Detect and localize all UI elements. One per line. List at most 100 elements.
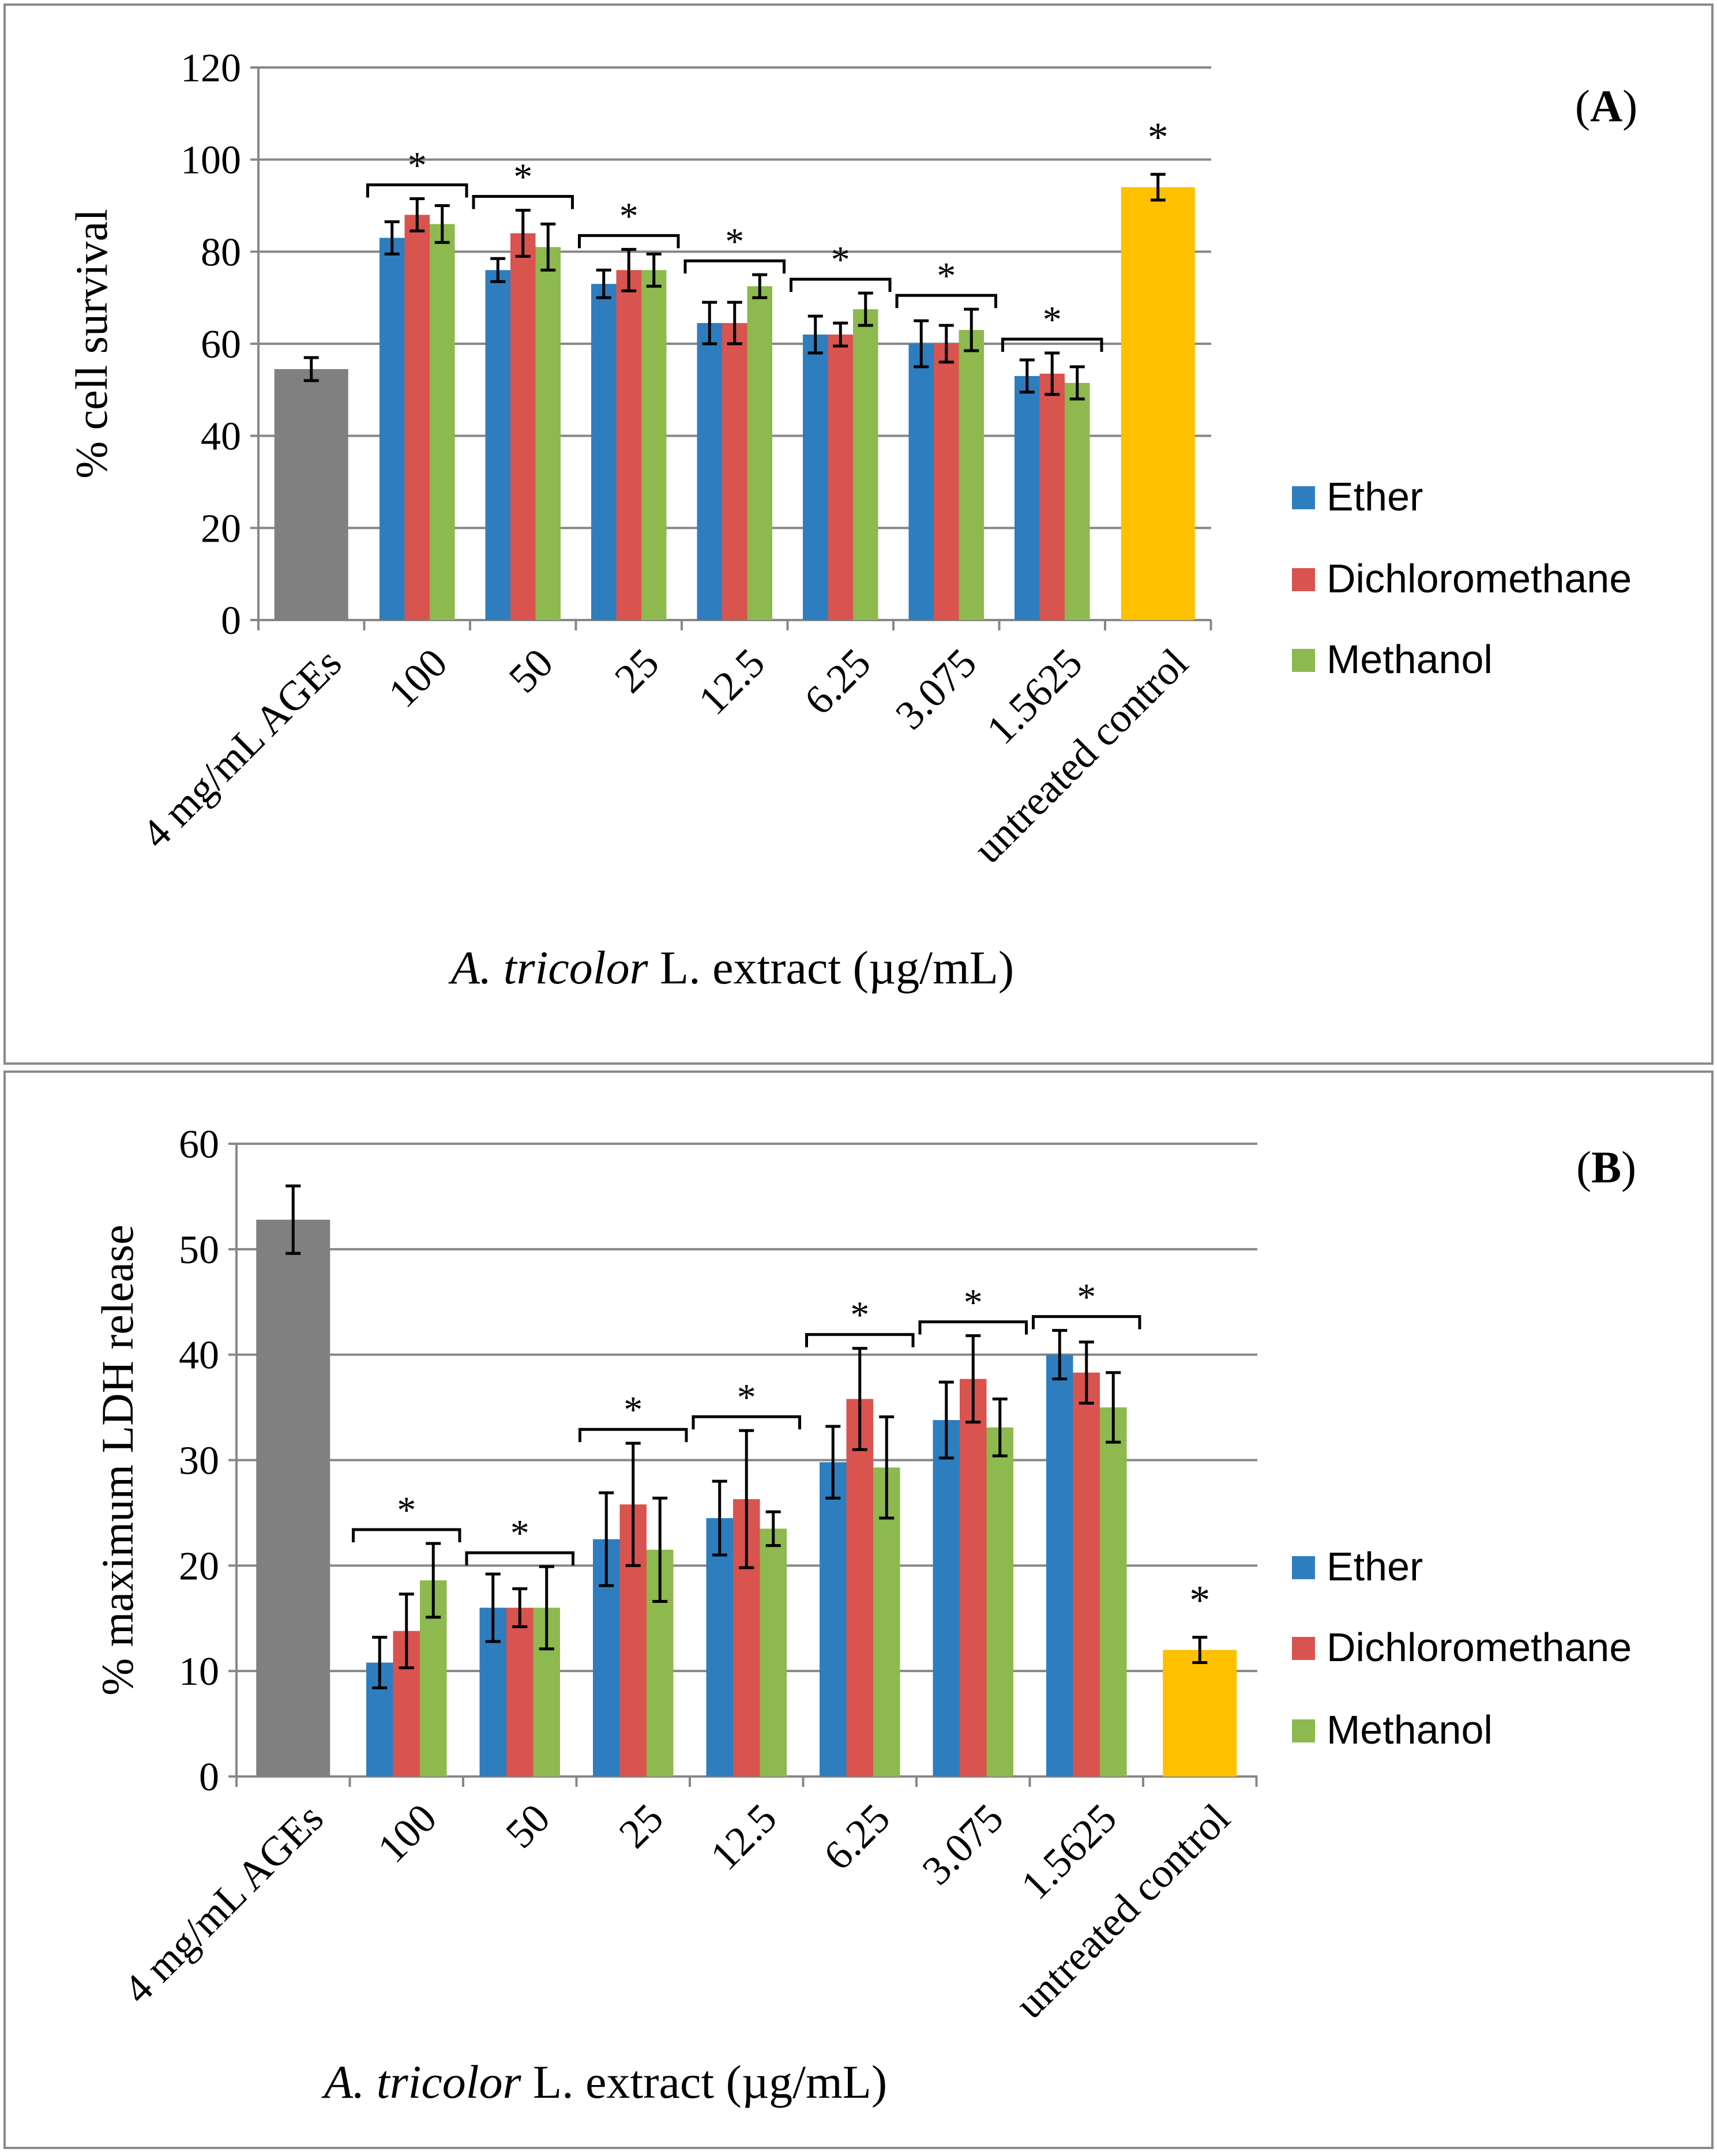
significance-star: *	[623, 1389, 643, 1431]
y-tick-label: 40	[179, 1334, 219, 1378]
legend-swatch-ether	[1292, 1556, 1315, 1579]
significance-bracket	[578, 1428, 688, 1443]
legend-swatch-methanol	[1292, 1719, 1315, 1742]
significance-bracket	[366, 183, 468, 198]
x-axis-label: A. tricolor L. extract (µg/mL)	[321, 2056, 887, 2108]
legend-swatch-dichloromethane	[1292, 568, 1315, 591]
significance-star: *	[1189, 1577, 1210, 1624]
panel-label-close-paren: )	[1622, 81, 1637, 131]
panel-label-open-paren: (	[1575, 81, 1590, 131]
legend-label-dichloromethane: Dichloromethane	[1327, 1625, 1632, 1670]
legend-swatch-ether	[1292, 486, 1315, 509]
bar-ages	[256, 1219, 330, 1776]
bar-dichloromethane	[404, 215, 430, 620]
bar-ether	[706, 1518, 733, 1776]
bar-ether	[380, 238, 405, 621]
significance-bracket	[1032, 1315, 1141, 1329]
bar-dichloromethane	[506, 1607, 533, 1776]
significance-star: *	[964, 1282, 983, 1324]
y-axis-label: % maximum LDH release	[92, 1225, 142, 1696]
y-tick-label: 30	[179, 1439, 219, 1483]
x-axis-label: A. tricolor L. extract (µg/mL)	[448, 941, 1014, 994]
panel-label-close-paren: )	[1621, 1142, 1636, 1192]
bar-dichloromethane	[934, 344, 959, 620]
bar-dichloromethane	[846, 1399, 873, 1776]
significance-star: *	[737, 1376, 756, 1418]
significance-star: *	[725, 220, 744, 262]
significance-star: *	[510, 1512, 529, 1554]
y-tick-label: 120	[181, 46, 241, 91]
bar-methanol	[1100, 1407, 1127, 1776]
legend-label-dichloromethane: Dichloromethane	[1327, 556, 1632, 601]
significance-star: *	[831, 239, 850, 281]
significance-star: *	[937, 255, 956, 297]
bar-ether	[1046, 1354, 1073, 1776]
bar-ether	[820, 1462, 847, 1776]
significance-bracket	[472, 194, 574, 209]
significance-bracket	[918, 1320, 1028, 1335]
y-tick-label: 60	[179, 1122, 219, 1167]
y-tick-label: 40	[201, 415, 241, 459]
significance-star: *	[513, 156, 532, 198]
bar-ether	[933, 1420, 960, 1776]
y-axis-label: % cell survival	[66, 209, 117, 479]
significance-bracket	[465, 1551, 574, 1566]
bar-ether	[1015, 375, 1040, 620]
bar-dichloromethane	[1073, 1372, 1100, 1776]
significance-star: *	[850, 1294, 869, 1336]
bar-methanol	[430, 224, 455, 620]
bar-ether	[591, 284, 617, 620]
y-tick-label: 20	[201, 506, 241, 551]
significance-bracket	[683, 259, 786, 274]
bar-methanol	[986, 1427, 1013, 1776]
significance-star: *	[397, 1489, 416, 1531]
panel-label: (A)	[1575, 81, 1637, 131]
significance-bracket	[1001, 337, 1103, 352]
panel-frame	[3, 3, 1714, 1065]
panel-label-letter: A	[1590, 81, 1622, 131]
x-axis-label-italic: A. tricolor	[321, 2056, 522, 2108]
bar-dichloromethane	[616, 270, 641, 620]
x-axis-label-rest: L. extract (µg/mL)	[521, 2056, 887, 2108]
bar-ether	[485, 270, 510, 620]
legend-label-methanol: Methanol	[1327, 1707, 1493, 1752]
bar-ether	[803, 335, 828, 620]
bar-ether	[908, 344, 934, 620]
panel-frame	[3, 1071, 1714, 2149]
bar-control	[1121, 187, 1195, 621]
significance-bracket	[895, 294, 997, 309]
legend-swatch-dichloromethane	[1292, 1637, 1315, 1660]
y-tick-label: 0	[221, 599, 241, 643]
bar-methanol	[853, 309, 878, 620]
bar-methanol	[760, 1528, 787, 1776]
y-tick-label: 80	[201, 230, 241, 275]
x-axis-label-italic: A. tricolor	[448, 941, 649, 994]
bar-dichloromethane	[828, 335, 853, 620]
significance-star: *	[408, 145, 427, 187]
y-tick-label: 100	[181, 138, 241, 183]
y-tick-label: 0	[199, 1755, 219, 1800]
bar-methanol	[1065, 382, 1090, 620]
panel-label-open-paren: (	[1576, 1142, 1591, 1192]
bar-methanol	[535, 247, 561, 621]
panel-label-letter: B	[1591, 1142, 1621, 1192]
significance-star: *	[1077, 1276, 1096, 1319]
x-axis-label-rest: L. extract (µg/mL)	[648, 941, 1014, 994]
significance-bracket	[352, 1528, 461, 1542]
bar-methanol	[959, 330, 984, 620]
bar-dichloromethane	[722, 323, 747, 620]
legend-swatch-methanol	[1292, 649, 1315, 672]
legend-label-ether: Ether	[1327, 1544, 1423, 1589]
panel-label: (B)	[1576, 1142, 1636, 1192]
y-tick-label: 50	[179, 1228, 219, 1272]
bar-methanol	[747, 286, 772, 620]
bar-ages	[274, 369, 348, 620]
bar-dichloromethane	[960, 1379, 987, 1776]
y-tick-label: 10	[179, 1650, 219, 1694]
y-tick-label: 60	[201, 322, 241, 367]
significance-star: *	[619, 195, 638, 237]
bar-dichloromethane	[510, 233, 536, 620]
bar-dichloromethane	[1039, 373, 1065, 620]
bar-control	[1163, 1650, 1237, 1776]
